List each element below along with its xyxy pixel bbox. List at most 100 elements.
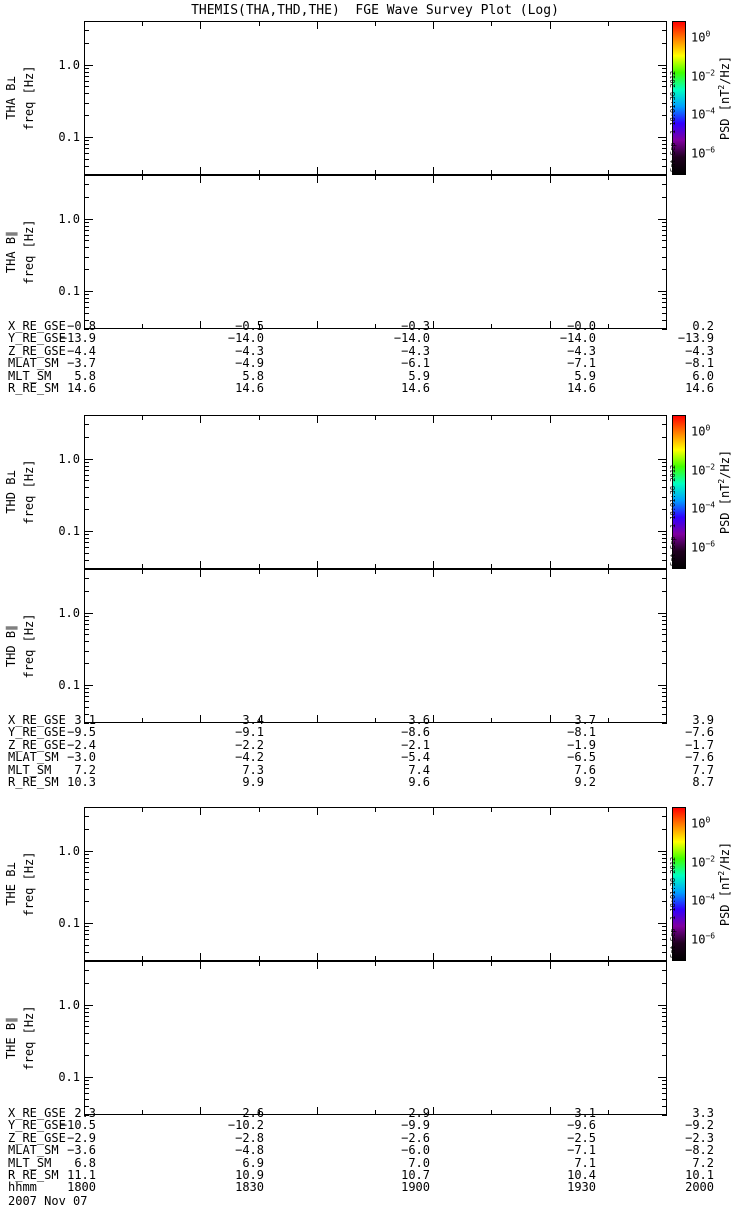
annotation-value: 1900 — [401, 1180, 430, 1195]
annotation-value: −8.1 — [567, 725, 596, 740]
x-tick — [258, 415, 260, 420]
y-tick — [662, 534, 667, 536]
y-tick — [84, 474, 89, 476]
y-tick — [84, 234, 89, 236]
annotation-value: 2000 — [685, 1180, 714, 1195]
colorbar-tick-label: 10−6 — [691, 931, 716, 947]
colorbar-tick-label: 10−4 — [691, 106, 716, 122]
x-tick — [316, 1107, 318, 1115]
y-tick — [84, 692, 89, 694]
annotation-value: −4.3 — [567, 343, 596, 358]
annotation-value: 7.2 — [74, 762, 96, 777]
x-tick — [200, 167, 202, 175]
y-tick — [662, 970, 667, 972]
annotation-value: −4.9 — [235, 356, 264, 371]
x-tick — [84, 807, 85, 815]
colorbar-tick-label: 100 — [691, 423, 711, 439]
y-tick — [662, 71, 667, 73]
x-tick — [433, 167, 435, 175]
annotation-value: −2.1 — [401, 737, 430, 752]
y-tick — [662, 487, 667, 489]
x-tick — [607, 807, 609, 812]
y-tick — [84, 312, 89, 314]
annotation-value: 3.6 — [408, 713, 430, 727]
annotation-value: 9.9 — [242, 775, 264, 789]
y-tick — [84, 1042, 89, 1044]
y-tick — [84, 531, 93, 533]
annotation-value: 7.6 — [574, 762, 596, 777]
x-tick — [142, 175, 144, 180]
x-tick — [200, 569, 202, 577]
x-tick — [666, 715, 667, 723]
y-tick — [662, 415, 667, 416]
annotation-value: 3.1 — [74, 713, 96, 727]
annotation-value: 6.9 — [242, 1155, 264, 1170]
y-tick — [662, 939, 667, 941]
annotation-value: −2.2 — [235, 737, 264, 752]
annotation-value: 9.6 — [408, 775, 430, 789]
y-tick — [662, 688, 667, 690]
annotation-value: 1930 — [567, 1180, 596, 1195]
y-tick — [84, 1080, 89, 1082]
y-tick — [84, 424, 89, 426]
y-tick — [662, 1033, 667, 1035]
y-tick — [662, 140, 667, 142]
y-tick — [662, 569, 667, 570]
y-tick — [662, 816, 667, 818]
y-tick — [658, 531, 667, 533]
annotation-row-label: R_RE_SM — [8, 381, 59, 395]
y-tick-label: 0.1 — [58, 130, 80, 145]
annotation-value: −4.2 — [235, 750, 264, 765]
x-tick — [84, 561, 85, 569]
y-tick — [662, 509, 667, 511]
page-title: THEMIS(THA,THD,THE) FGE Wave Survey Plot… — [191, 3, 559, 18]
x-tick — [316, 953, 318, 961]
annotation-row-label: MLT_SM — [8, 762, 52, 777]
annotation-row-label: Z_RE_GSE — [8, 343, 66, 358]
x-tick — [375, 956, 376, 961]
y-tick — [662, 628, 667, 630]
annotation-row-label: MLAT_SM — [8, 356, 59, 371]
x-tick — [316, 961, 318, 969]
annotation-value: −1.7 — [685, 737, 714, 752]
x-tick — [142, 415, 144, 420]
y-tick — [662, 86, 667, 88]
y-tick — [84, 153, 89, 155]
y-tick — [84, 1020, 89, 1022]
panel-tha-para — [84, 175, 667, 329]
y-tick-label: 1.0 — [58, 843, 80, 858]
x-tick — [549, 807, 551, 815]
x-tick — [549, 715, 551, 723]
x-tick — [666, 953, 667, 961]
y-tick — [662, 269, 667, 271]
y-tick — [662, 1020, 667, 1022]
x-tick — [607, 324, 609, 329]
y-axis-title: freq [Hz] — [22, 613, 36, 679]
annotation-value: −14.0 — [559, 331, 596, 346]
annotation-value: −1.9 — [567, 737, 596, 752]
y-tick — [662, 861, 667, 863]
y-tick — [658, 612, 667, 614]
y-tick — [84, 71, 89, 73]
y-tick — [662, 256, 667, 258]
y-tick — [662, 184, 667, 186]
y-tick — [662, 1011, 667, 1013]
colorbar-tick-label: 10−4 — [691, 892, 716, 908]
x-tick — [666, 961, 667, 969]
y-tick — [84, 1004, 93, 1006]
x-tick — [433, 415, 435, 423]
x-tick — [607, 21, 609, 26]
annotation-value: −3.7 — [67, 356, 96, 371]
annotation-value: 3.9 — [692, 713, 714, 727]
y-tick — [84, 221, 89, 223]
y-tick — [662, 102, 667, 104]
y-tick — [662, 650, 667, 652]
y-tick — [662, 615, 667, 617]
y-tick — [662, 634, 667, 636]
y-tick — [84, 1084, 89, 1086]
y-tick — [662, 951, 667, 953]
x-tick — [607, 415, 609, 420]
colorbar-title: PSD [nT2/Hz] — [717, 55, 732, 141]
x-tick — [607, 170, 609, 175]
